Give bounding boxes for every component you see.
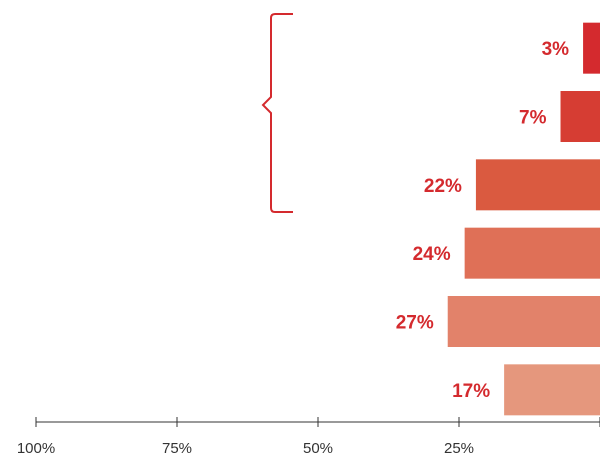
bar-value-label: 27% [396, 313, 434, 334]
bars-group [447, 22, 600, 416]
x-tick-label: 50% [303, 440, 333, 457]
bar [447, 296, 600, 347]
bar-value-label: 17% [452, 381, 490, 402]
bracket-annotation [261, 13, 293, 213]
x-tick-label: 25% [444, 440, 474, 457]
bar-value-label: 3% [542, 39, 570, 60]
bar [583, 22, 600, 74]
bar [475, 159, 600, 211]
bar-value-label: 7% [519, 108, 547, 129]
bar [560, 91, 600, 142]
bar [464, 227, 600, 279]
value-labels-group: 3% 7% 22% 24% 27% 17% [396, 39, 569, 402]
x-tick-label: 75% [162, 440, 192, 457]
x-tick-label: 100% [17, 440, 55, 457]
bar [504, 364, 600, 416]
x-ticks-group: 100% 75% 50% 25% [17, 417, 600, 457]
bar-value-label: 22% [424, 176, 462, 197]
bar-value-label: 24% [413, 244, 451, 265]
